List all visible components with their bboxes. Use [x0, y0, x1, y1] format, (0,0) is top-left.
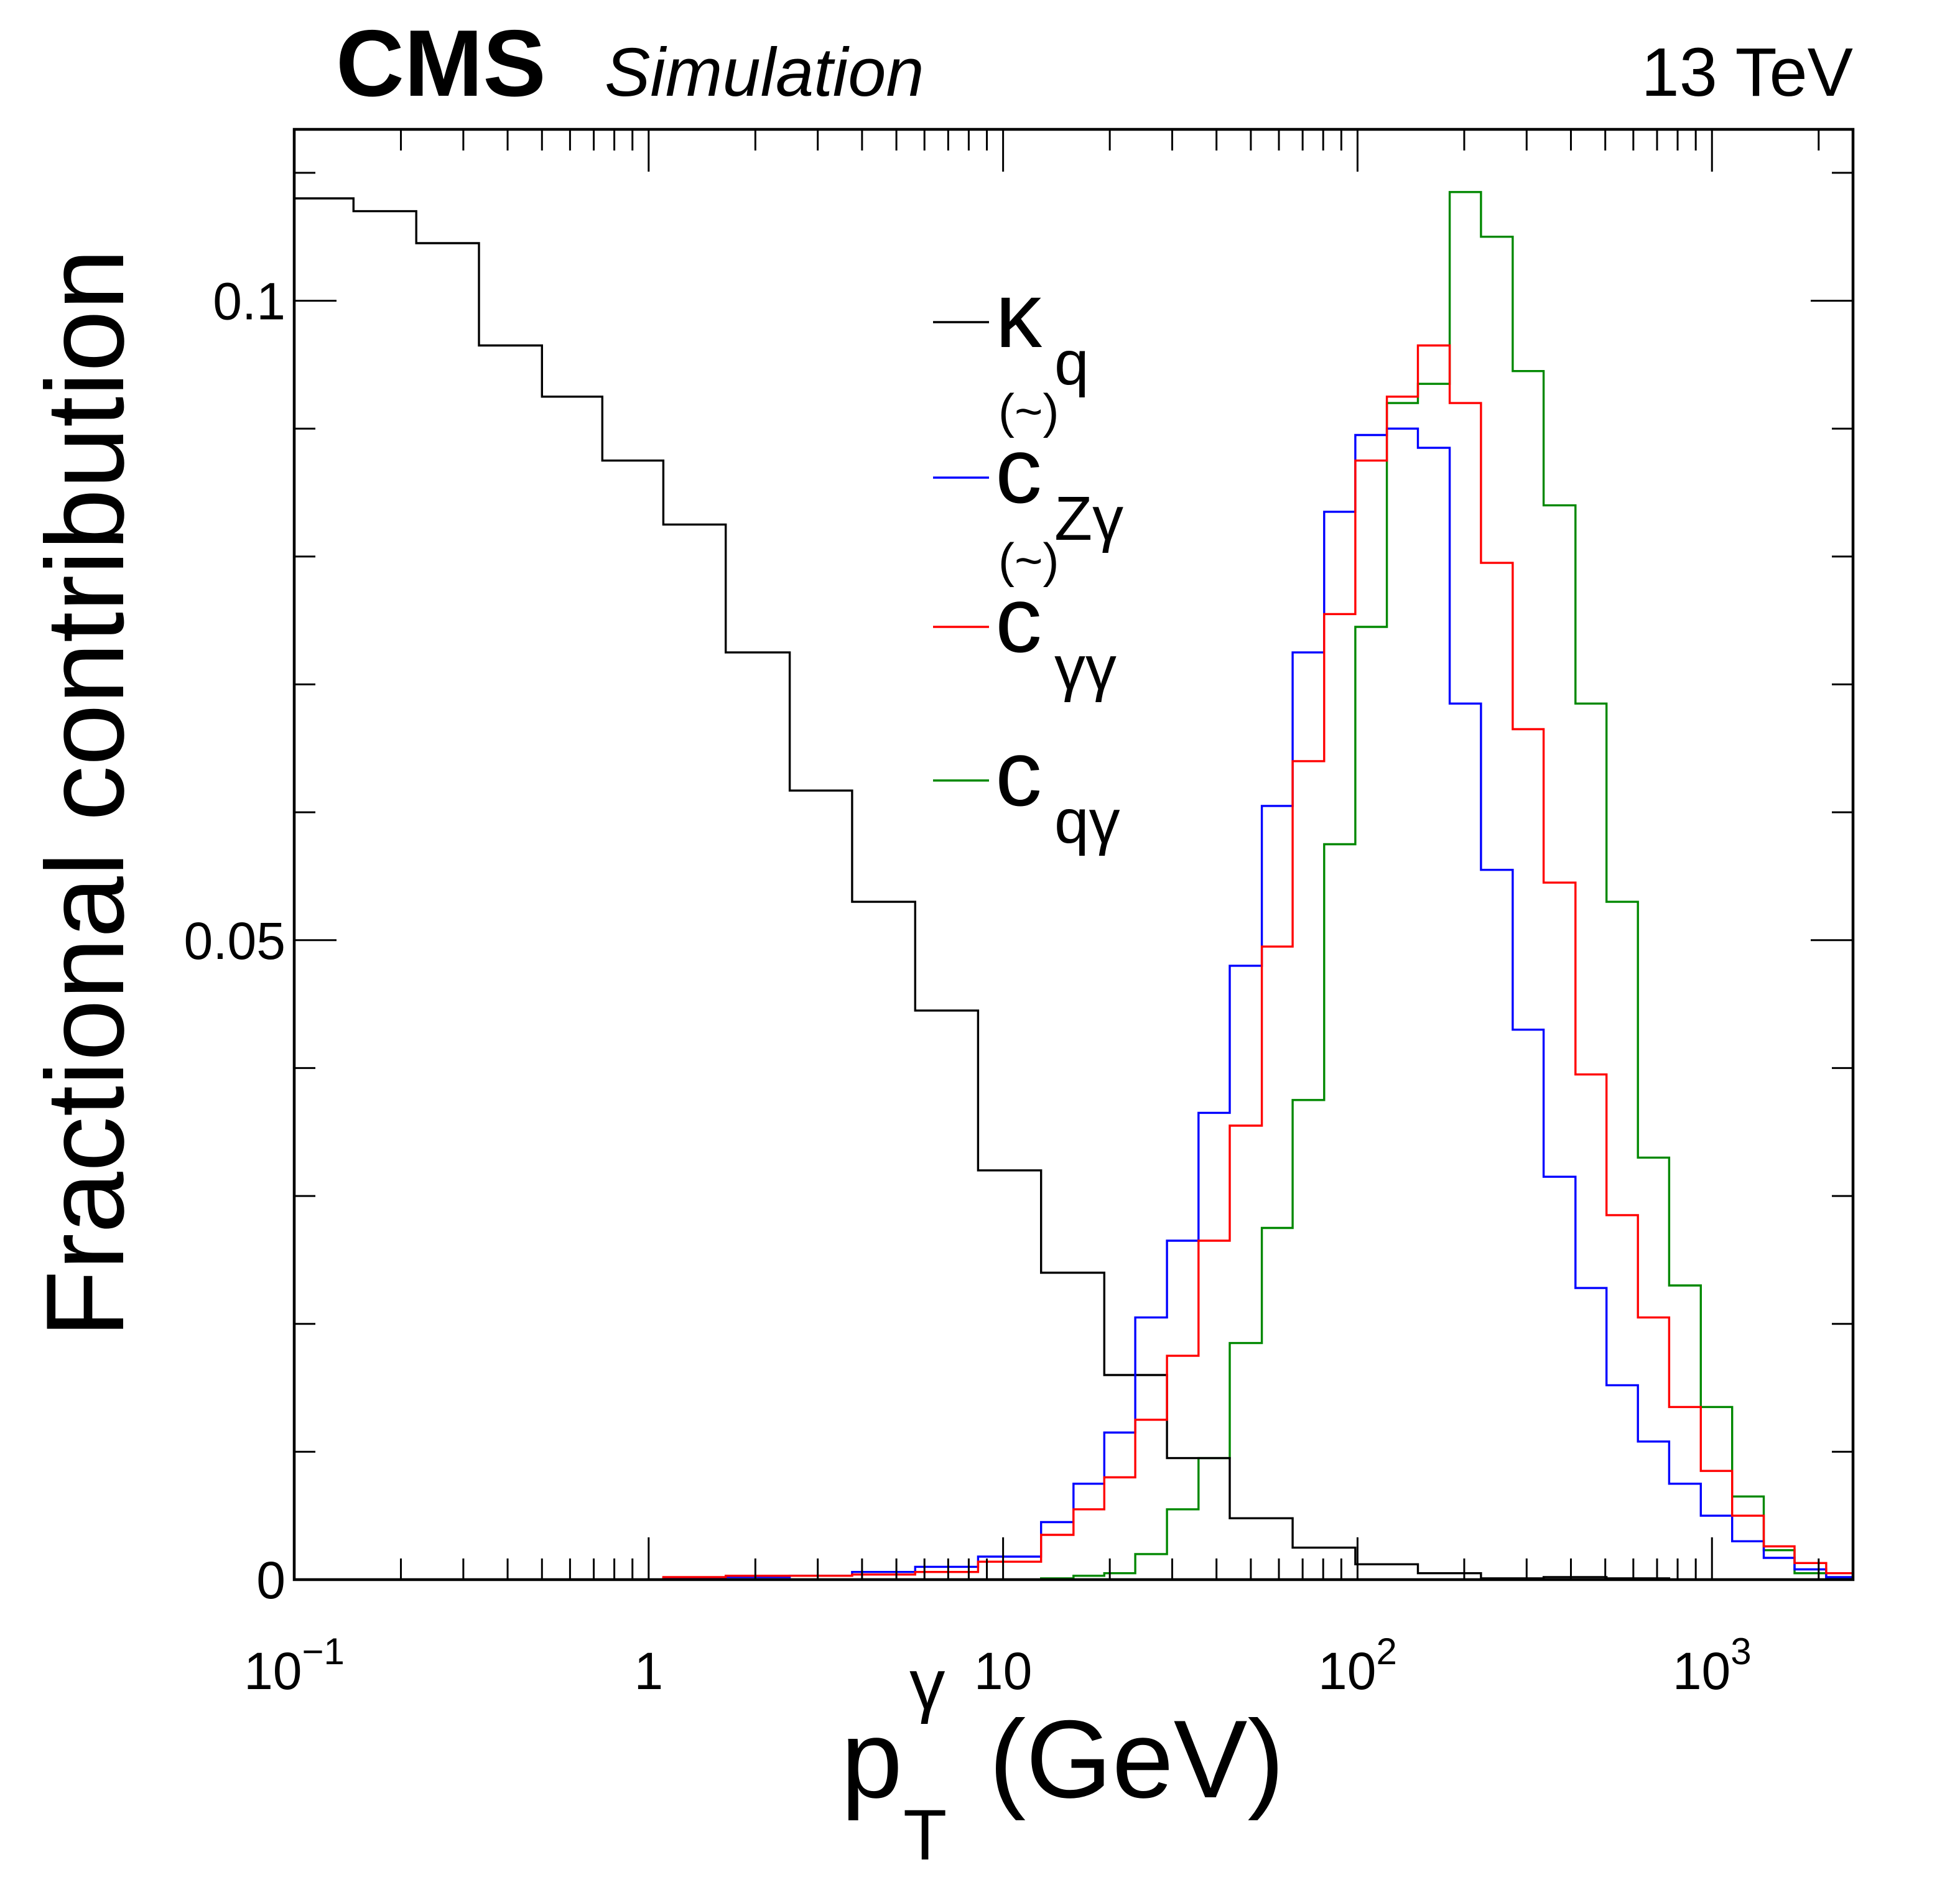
- legend-accent-czg: (~): [998, 384, 1059, 438]
- axis-tick-labels: 0 0.05 0.1 10−1 1 10 102 103: [184, 272, 1752, 1700]
- x-tick-label: 102: [1318, 1631, 1397, 1700]
- x-tick-label: 10: [974, 1642, 1032, 1700]
- x-axis-label-T: T: [903, 1795, 947, 1875]
- y-tick-label: 0.1: [213, 272, 286, 331]
- energy-label: 13 TeV: [1642, 34, 1853, 111]
- y-tick-label: 0.05: [184, 912, 286, 970]
- plot-area: 0 0.05 0.1 10−1 1 10 102 103: [184, 127, 1855, 1700]
- x-axis-label-gamma: γ: [909, 1645, 945, 1725]
- y-tick-label: 0: [256, 1551, 286, 1609]
- histogram-series-4: [294, 191, 1853, 1581]
- legend-symbol-czg: c: [995, 418, 1042, 522]
- x-tick-label: 103: [1673, 1631, 1752, 1700]
- legend-subscript-kq: q: [1054, 328, 1089, 398]
- histogram-series-3: [294, 344, 1853, 1581]
- x-tick-label: 1: [634, 1642, 663, 1700]
- x-axis-label: p γ T (GeV): [841, 1645, 1284, 1875]
- simulation-label: Simulation: [605, 34, 924, 111]
- legend-subscript-cgg: γγ: [1054, 633, 1117, 703]
- histogram-series-1: [294, 197, 1853, 1581]
- x-axis-label-unit: (GeV): [989, 1697, 1284, 1821]
- y-axis-label: Fractional contribution: [23, 249, 147, 1338]
- histogram-series-2: [294, 427, 1853, 1581]
- legend-accent-cgg: (~): [998, 533, 1059, 588]
- legend: κ qc Zγ(~)c γγ(~)c qγ: [933, 262, 1123, 856]
- histogram-layer: [294, 191, 1853, 1581]
- cms-label: CMS: [336, 11, 546, 116]
- legend-subscript-cqg: qγ: [1054, 787, 1120, 856]
- x-axis-label-p: p: [841, 1697, 903, 1821]
- plot-frame: [292, 127, 1855, 1581]
- legend-symbol-kq: κ: [995, 262, 1043, 367]
- legend-symbol-cqg: c: [995, 721, 1042, 825]
- legend-symbol-cgg: c: [995, 567, 1042, 672]
- legend-subscript-czg: Zγ: [1054, 484, 1123, 553]
- x-tick-label: 10−1: [244, 1631, 345, 1700]
